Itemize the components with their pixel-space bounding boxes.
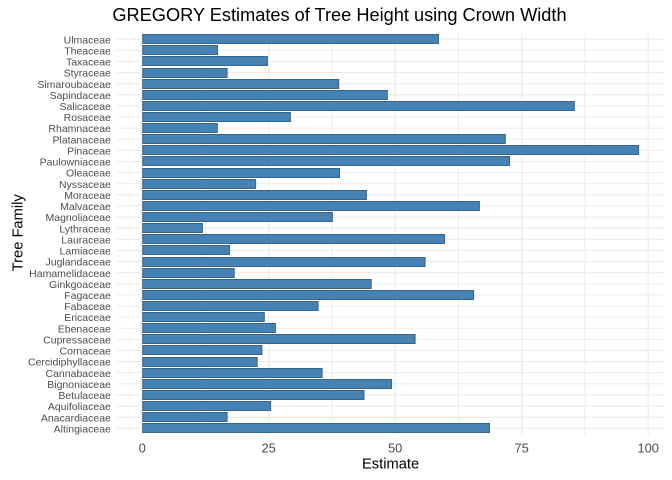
svg-text:Rosaceae: Rosaceae (64, 112, 111, 124)
svg-text:75: 75 (515, 441, 529, 456)
svg-text:50: 50 (388, 441, 402, 456)
svg-text:Rhamnaceae: Rhamnaceae (48, 123, 111, 135)
svg-text:Cannabaceae: Cannabaceae (46, 368, 112, 380)
svg-text:Platanaceae: Platanaceae (53, 134, 112, 146)
svg-text:Magnoliaceae: Magnoliaceae (46, 212, 112, 224)
svg-text:Anacardiaceae: Anacardiaceae (41, 412, 111, 424)
svg-text:Lythraceae: Lythraceae (59, 223, 111, 235)
svg-text:Malvaceae: Malvaceae (60, 201, 111, 213)
svg-text:Fabaceae: Fabaceae (64, 301, 111, 313)
svg-text:Simaroubaceae: Simaroubaceae (37, 79, 111, 91)
svg-text:Nyssaceae: Nyssaceae (59, 179, 111, 191)
svg-text:100: 100 (637, 441, 659, 456)
svg-text:Aquifoliaceae: Aquifoliaceae (48, 401, 111, 413)
svg-text:Cornaceae: Cornaceae (60, 346, 112, 358)
svg-text:Fagaceae: Fagaceae (64, 290, 111, 302)
svg-text:Lauraceae: Lauraceae (61, 234, 111, 246)
svg-text:Salicaceae: Salicaceae (60, 101, 112, 113)
svg-text:Ebenaceae: Ebenaceae (58, 323, 111, 335)
svg-text:Moraceae: Moraceae (64, 190, 111, 202)
svg-text:Tree Family: Tree Family (11, 194, 27, 272)
svg-text:25: 25 (262, 441, 276, 456)
svg-text:Cupressaceae: Cupressaceae (43, 334, 111, 346)
svg-text:Oleaceae: Oleaceae (66, 168, 111, 180)
svg-text:Paulowniaceae: Paulowniaceae (40, 157, 111, 169)
svg-text:0: 0 (139, 441, 146, 456)
svg-text:Ginkgoaceae: Ginkgoaceae (49, 279, 111, 291)
svg-text:Cercidiphyllaceae: Cercidiphyllaceae (28, 357, 111, 369)
svg-text:Theaceae: Theaceae (64, 45, 111, 57)
svg-text:Betulaceae: Betulaceae (58, 390, 111, 402)
svg-text:Taxaceae: Taxaceae (66, 57, 111, 69)
svg-text:Pinaceae: Pinaceae (67, 145, 111, 157)
svg-text:Bignoniaceae: Bignoniaceae (47, 379, 111, 391)
svg-text:Altingiaceae: Altingiaceae (54, 423, 111, 435)
svg-text:Sapindaceae: Sapindaceae (50, 90, 111, 102)
svg-text:Hamamelidaceae: Hamamelidaceae (29, 268, 111, 280)
svg-text:Ulmaceae: Ulmaceae (64, 34, 111, 46)
svg-text:Estimate: Estimate (362, 457, 419, 473)
svg-text:Lamiaceae: Lamiaceae (60, 246, 112, 258)
svg-text:Styraceae: Styraceae (64, 68, 111, 80)
svg-text:GREGORY Estimates of Tree Heig: GREGORY Estimates of Tree Height using C… (112, 5, 566, 25)
svg-text:Juglandaceae: Juglandaceae (46, 257, 112, 269)
svg-text:Ericaceae: Ericaceae (64, 312, 111, 324)
